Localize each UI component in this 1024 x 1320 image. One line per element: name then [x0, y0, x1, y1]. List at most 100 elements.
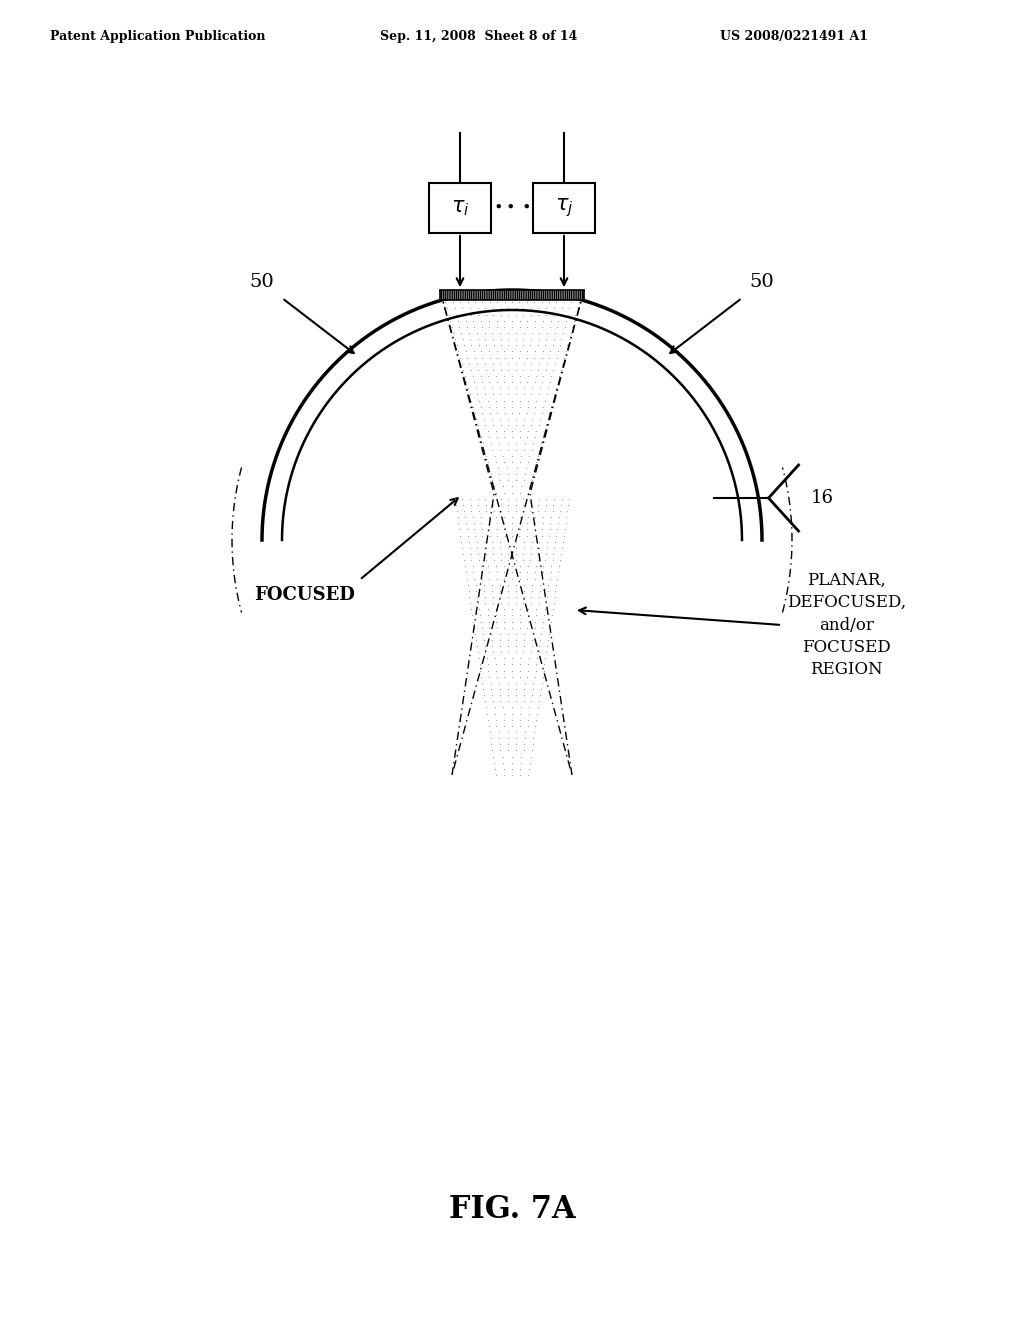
Point [461, 322, 477, 343]
Point [478, 549, 495, 570]
Point [541, 347, 557, 368]
Point [492, 630, 508, 651]
Point [535, 568, 551, 589]
Point [467, 347, 483, 368]
Point [539, 384, 555, 405]
Point [530, 359, 547, 380]
Point [537, 389, 553, 411]
Point [456, 549, 472, 570]
Point [504, 653, 520, 675]
Point [508, 384, 524, 405]
Point [512, 389, 528, 411]
Point [457, 556, 473, 577]
Point [462, 537, 478, 558]
Point [477, 384, 494, 405]
Point [504, 310, 520, 331]
Point [530, 304, 547, 325]
Point [537, 335, 553, 356]
Point [504, 396, 520, 417]
Point [495, 477, 511, 498]
Text: $\tau_i$: $\tau_i$ [451, 198, 469, 218]
Point [547, 581, 563, 602]
Text: PLANAR,
DEFOCUSED,
and/or
FOCUSED
REGION: PLANAR, DEFOCUSED, and/or FOCUSED REGION [787, 572, 906, 678]
Point [469, 384, 485, 405]
Point [523, 690, 540, 711]
Point [519, 396, 536, 417]
Point [468, 581, 484, 602]
Point [508, 727, 524, 748]
Point [523, 488, 540, 510]
Point [478, 335, 495, 356]
Point [492, 463, 508, 484]
Point [484, 581, 501, 602]
Point [520, 605, 537, 626]
Point [545, 389, 561, 411]
Point [513, 746, 529, 767]
Point [481, 371, 498, 392]
Point [548, 292, 564, 313]
Point [526, 616, 543, 638]
Point [531, 440, 548, 461]
Point [559, 500, 575, 521]
Point [554, 354, 570, 375]
Point [500, 280, 516, 301]
Point [515, 322, 531, 343]
Point [458, 341, 474, 362]
Point [513, 477, 529, 498]
Point [526, 519, 543, 540]
Point [488, 426, 505, 447]
Point [500, 494, 516, 515]
Point [512, 605, 528, 626]
Point [540, 408, 556, 429]
Point [519, 366, 536, 387]
Point [519, 611, 536, 632]
Point [500, 537, 516, 558]
Point [493, 690, 509, 711]
Point [485, 335, 502, 356]
Point [519, 310, 536, 331]
Point [526, 458, 543, 479]
Point [535, 310, 551, 331]
Point [500, 500, 516, 521]
Point [542, 403, 558, 424]
Point [469, 298, 485, 319]
Point [470, 549, 486, 570]
Point [463, 389, 479, 411]
Point [487, 653, 504, 675]
Point [508, 722, 524, 743]
Point [463, 494, 479, 515]
Point [469, 537, 485, 558]
Point [472, 396, 488, 417]
Point [519, 285, 536, 306]
Point [456, 280, 472, 301]
Point [539, 354, 555, 375]
Point [485, 280, 502, 301]
Point [521, 758, 538, 779]
Text: Sep. 11, 2008  Sheet 8 of 14: Sep. 11, 2008 Sheet 8 of 14 [380, 30, 578, 44]
Point [504, 764, 520, 785]
Point [467, 623, 483, 644]
Point [449, 500, 465, 521]
Point [553, 359, 569, 380]
Point [496, 758, 512, 779]
Point [500, 672, 516, 693]
Point [530, 414, 547, 436]
Point [508, 378, 524, 399]
Point [457, 366, 473, 387]
Point [457, 507, 473, 528]
Point [485, 544, 502, 565]
Point [451, 285, 467, 306]
Point [469, 531, 485, 552]
Point [477, 359, 494, 380]
Point [544, 605, 560, 626]
Point [561, 329, 578, 350]
Point [500, 414, 516, 436]
Point [504, 445, 520, 466]
Point [541, 623, 557, 644]
Point [542, 616, 558, 638]
Point [519, 556, 536, 577]
Point [508, 280, 524, 301]
Point [515, 690, 531, 711]
Point [484, 488, 501, 510]
Point [564, 285, 581, 306]
